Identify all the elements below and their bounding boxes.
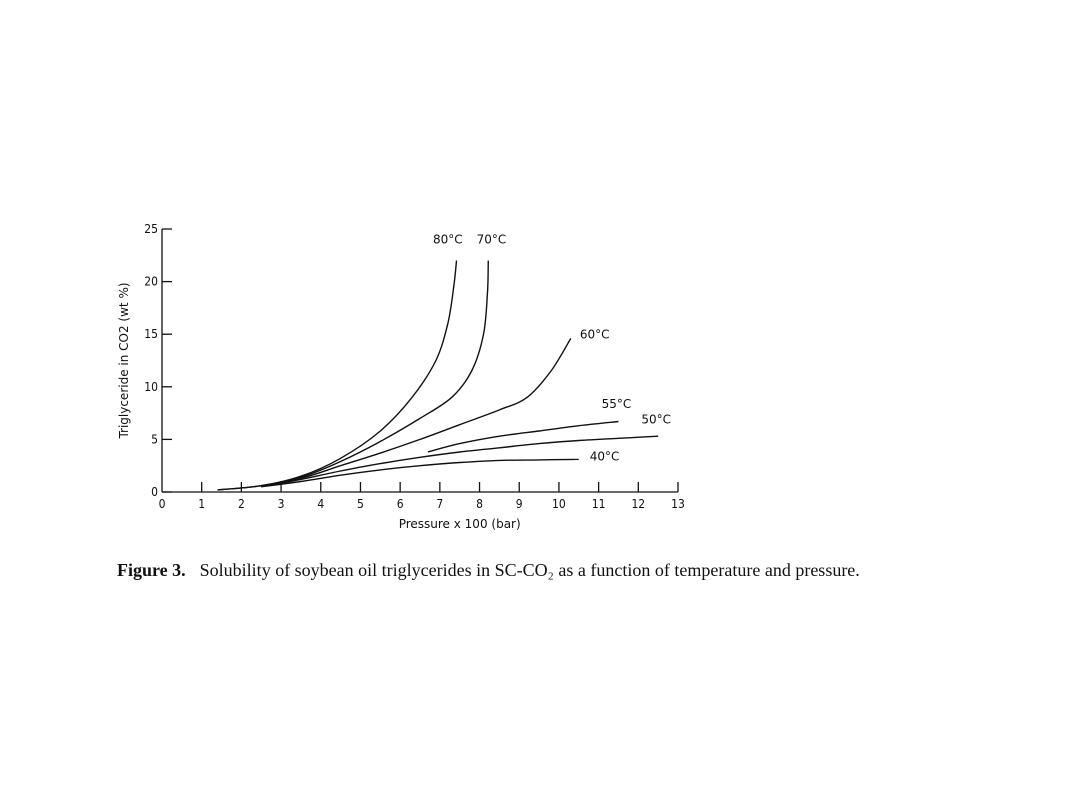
x-tick-label: 10	[552, 497, 566, 511]
y-tick-label: 25	[144, 222, 158, 236]
series-line-70c	[217, 260, 489, 491]
x-tick-label: 12	[631, 497, 645, 511]
x-tick-label: 8	[476, 497, 483, 511]
series-line-40c	[261, 458, 575, 488]
figure-label: Figure 3.	[117, 560, 186, 580]
series-label: 60°C	[580, 327, 610, 341]
x-tick-label: 1	[198, 497, 205, 511]
x-tick-label: 7	[436, 497, 443, 511]
series-line-55c	[427, 420, 619, 453]
x-tick-label: 11	[592, 497, 606, 511]
x-tick-label: 13	[671, 497, 685, 511]
x-tick-label: 3	[278, 497, 285, 511]
label-layer: 80°C 70°C 60°C 55°C 50°C 40°C	[433, 233, 671, 464]
series-label: 55°C	[602, 397, 632, 411]
x-tick-label: 6	[397, 497, 404, 511]
x-tick-label: 5	[357, 497, 364, 511]
series-line-60c	[261, 338, 572, 487]
series-label: 70°C	[477, 233, 507, 247]
y-tick-label: 10	[144, 380, 158, 394]
series-label: 40°C	[590, 449, 620, 463]
x-tick-label: 0	[159, 497, 166, 511]
figure-caption: Figure 3. Solubility of soybean oil trigl…	[117, 558, 943, 582]
x-axis-title: Pressure x 100 (bar)	[399, 517, 521, 531]
series-line-50c	[261, 435, 659, 488]
series-line-80c	[217, 260, 458, 491]
x-tick-label: 9	[516, 497, 523, 511]
y-tick-label: 15	[144, 327, 158, 341]
series-layer	[217, 260, 659, 491]
series-label: 50°C	[641, 413, 671, 427]
x-tick-label: 2	[238, 497, 245, 511]
y-tick-label: 20	[144, 275, 158, 289]
y-axis-title: Triglyceride in CO2 (wt %)	[117, 282, 131, 439]
y-tick-label: 0	[151, 485, 158, 499]
series-label: 80°C	[433, 233, 463, 247]
figure-caption-text: Solubility of soybean oil triglycerides …	[199, 560, 860, 580]
y-tick-label: 5	[151, 432, 158, 446]
x-tick-label: 4	[317, 497, 324, 511]
